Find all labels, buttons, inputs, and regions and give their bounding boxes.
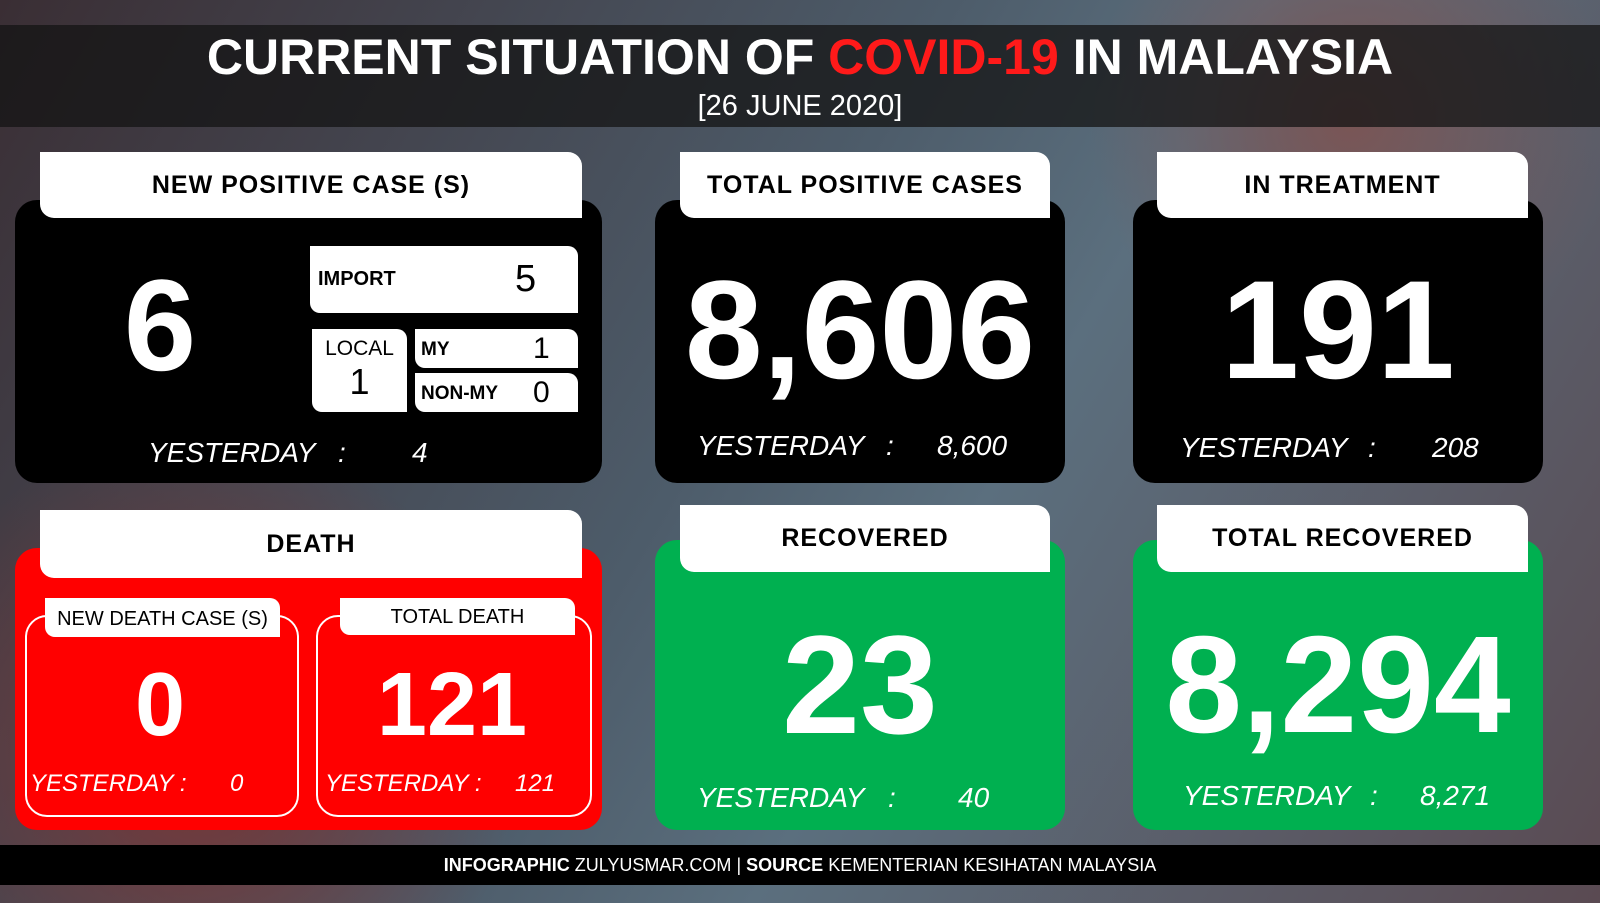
value: 1 [533,332,550,365]
yesterday-label: YESTERDAY [697,430,865,461]
panel-title: IN TREATMENT [1157,152,1528,218]
yesterday-label: YESTERDAY [1183,780,1351,811]
yesterday-value: 40 [958,782,990,813]
panel-title: TOTAL POSITIVE CASES [680,152,1050,218]
value: 0 [134,655,186,755]
my-box: MY 1 [415,329,578,368]
label: NON-MY [421,383,499,404]
footer-label: SOURCE [746,855,824,875]
label: LOCAL [325,337,394,360]
value: 5 [515,258,537,300]
title-text: IN MALAYSIA [1072,29,1394,85]
separator: : [886,430,894,461]
value: 1 [349,361,370,402]
yesterday-value: 208 [1432,432,1479,463]
separator: : [338,437,346,468]
date: [26 JUNE 2020] [697,90,903,122]
yesterday-label: YESTERDAY [148,437,316,468]
title-highlight: COVID-19 [828,29,1059,85]
panel-title: TOTAL RECOVERED [1157,505,1528,572]
footer-label: INFOGRAPHIC [443,855,570,875]
panel-title: NEW POSITIVE CASE (S) [40,152,582,218]
value: 23 [782,606,938,763]
value: 8,606 [684,251,1036,408]
value: 0 [533,376,550,409]
yesterday-label: YESTERDAY [1180,432,1348,463]
yesterday-value: 8,271 [1420,780,1491,811]
sub-title: TOTAL DEATH [340,598,575,635]
yesterday-value: 0 [230,770,244,797]
panel [1133,540,1543,830]
separator: : [1368,432,1376,463]
nonmy-box: NON-MY 0 [415,373,578,412]
panel [655,200,1065,483]
header: CURRENT SITUATION OF COVID-19 IN MALAYSI… [0,25,1600,127]
title-text: CURRENT SITUATION OF [206,29,815,85]
label: MY [421,339,450,360]
footer-text: ZULYUSMAR.COM [574,855,732,875]
panel-title: RECOVERED [680,505,1050,572]
yesterday-label: YESTERDAY : [30,770,187,797]
label: IMPORT [318,268,396,290]
yesterday-label: YESTERDAY : [325,770,482,797]
separator: : [888,782,896,813]
value: 6 [123,252,197,398]
panel [15,548,602,830]
sub-title: NEW DEATH CASE (S) [45,598,280,637]
value: 191 [1221,251,1455,408]
footer-divider: | [736,855,742,875]
value: 121 [376,655,528,755]
yesterday-value: 8,600 [937,430,1008,461]
footer-text: KEMENTERIAN KESIHATAN MALAYSIA [828,855,1157,875]
value: 8,294 [1165,608,1511,762]
title: CURRENT SITUATION OF COVID-19 IN MALAYSI… [0,25,1600,89]
yesterday-label: YESTERDAY [697,782,865,813]
panel [1133,200,1543,483]
yesterday-value: 4 [412,437,428,468]
separator: : [1370,780,1378,811]
yesterday-value: 121 [515,770,556,797]
import-box: IMPORT 5 [310,246,578,313]
local-box: LOCAL 1 [312,329,407,412]
panel-title: DEATH [40,510,582,578]
footer: INFOGRAPHIC ZULYUSMAR.COM | SOURCE KEMEN… [0,845,1600,885]
panel [655,540,1065,830]
